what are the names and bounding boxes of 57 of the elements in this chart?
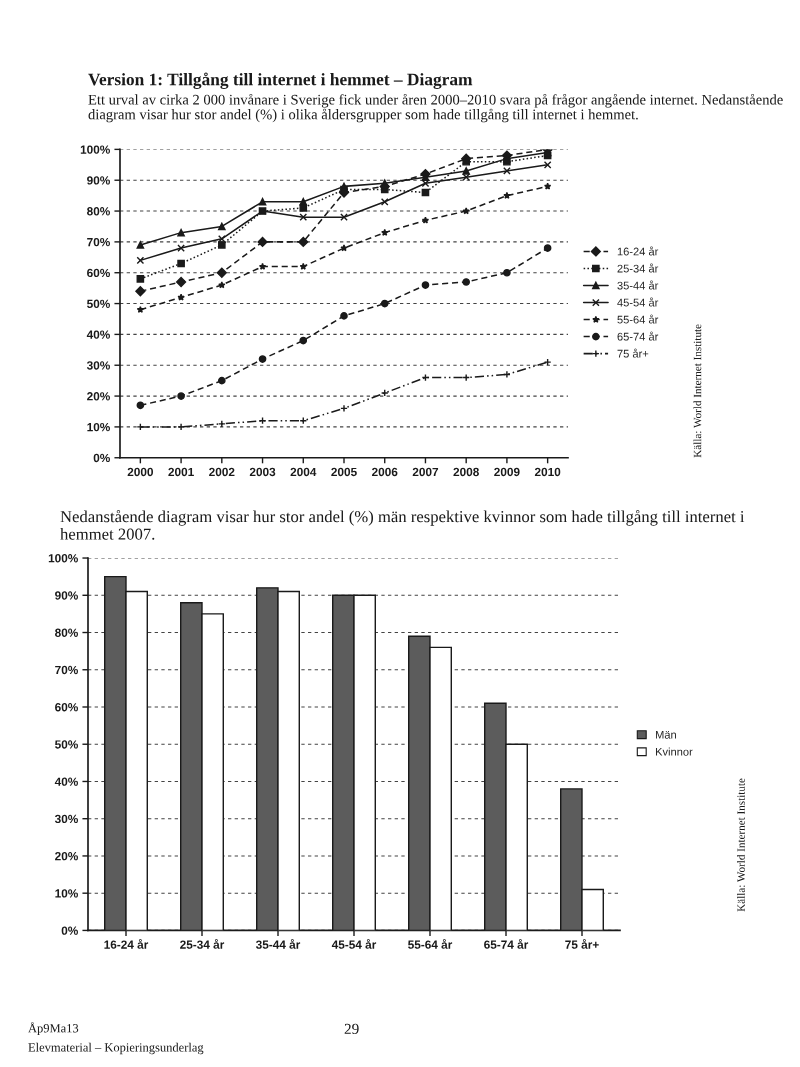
legend-label: 65-74 år: [617, 331, 659, 341]
x-tick-label: 2000: [127, 467, 154, 477]
legend-label: 75 år+: [617, 348, 649, 358]
x-tick-label: 2010: [534, 467, 561, 477]
text: 29: [344, 1023, 359, 1035]
y-tick-label: 80%: [87, 207, 110, 216]
text: Åp9Ma13: [28, 1022, 79, 1035]
x-tick-label: 2001: [168, 467, 194, 477]
y-tick-label: 40%: [54, 777, 78, 786]
text: Källa: World Internet Institute: [693, 324, 702, 458]
x-tick-label: 16-24 år: [104, 938, 149, 949]
legend-label: Män: [656, 730, 676, 739]
x-tick-label: 2006: [372, 467, 398, 477]
y-tick-label: 90%: [55, 591, 78, 600]
legend-label: 16-24 år: [617, 246, 659, 256]
y-tick-label: 90%: [87, 176, 110, 185]
x-tick-label: 65-74 år: [484, 938, 529, 949]
y-tick-label: 30%: [54, 814, 78, 824]
y-tick-label: 30%: [86, 361, 110, 370]
y-tick-label: 50%: [55, 740, 78, 749]
chart-title: Nedanstående diagram visar hur stor andel (%) män respektive kvinnor som hade tillgång till internet i hemmet 2007.: [60, 510, 745, 540]
x-tick-label: 35-44 år: [255, 938, 301, 949]
x-tick-label: 25-34 år: [180, 938, 225, 949]
y-tick-label: 50%: [87, 299, 110, 308]
y-tick-label: 80%: [55, 628, 78, 637]
y-tick-label: 0%: [61, 926, 78, 935]
text: Källa: World Internet Institute: [737, 778, 745, 912]
chart-subtitle: Ett urval av cirka 2 000 invånare i Sverige fick under åren 2000–2010 svara på frågor angående internet. Nedanstående diagram visar hur stor andel (%) i olika åldersgrupper som hade tillgång till internet i hemmet.: [88, 93, 783, 123]
legend-label: 55-64 år: [617, 314, 659, 324]
y-tick-label: 20%: [55, 851, 78, 861]
legend-label: 45-54 år: [617, 297, 659, 307]
x-tick-label: 2002: [209, 467, 235, 477]
x-tick-label: 2009: [494, 467, 520, 477]
x-tick-label: 2007: [412, 467, 439, 477]
y-tick-label: 100%: [48, 554, 78, 563]
x-tick-label: 45-54 år: [331, 938, 377, 949]
x-tick-label: 2005: [331, 467, 357, 477]
legend-label: 35-44 år: [617, 280, 659, 290]
y-tick-label: 10%: [55, 889, 78, 898]
y-tick-label: 60%: [55, 703, 78, 712]
x-tick-label: 75 år+: [565, 938, 599, 949]
y-tick-label: 70%: [87, 237, 110, 247]
y-tick-label: 100%: [80, 145, 110, 154]
x-tick-label: 2003: [249, 467, 276, 477]
y-tick-label: 40%: [86, 330, 110, 339]
x-tick-label: 55-64 år: [408, 938, 453, 949]
text: Elevmaterial – Kopieringsunderlag: [28, 1042, 204, 1055]
legend-label: 25-34 år: [617, 263, 659, 273]
x-tick-label: 2008: [453, 467, 479, 477]
y-tick-label: 60%: [87, 268, 110, 278]
y-tick-label: 70%: [55, 665, 78, 675]
legend-label: Kvinnor: [656, 747, 693, 756]
chart-title: Version 1: Tillgång till internet i hemmet – Diagram: [88, 72, 473, 89]
y-tick-label: 0%: [93, 453, 110, 463]
y-tick-label: 20%: [87, 392, 110, 401]
x-tick-label: 2004: [290, 467, 317, 477]
y-tick-label: 10%: [87, 422, 110, 432]
